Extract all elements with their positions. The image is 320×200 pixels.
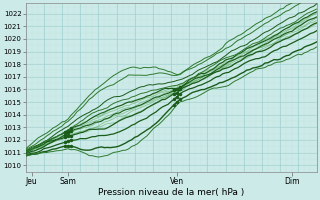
X-axis label: Pression niveau de la mer( hPa ): Pression niveau de la mer( hPa ) [98, 188, 244, 197]
